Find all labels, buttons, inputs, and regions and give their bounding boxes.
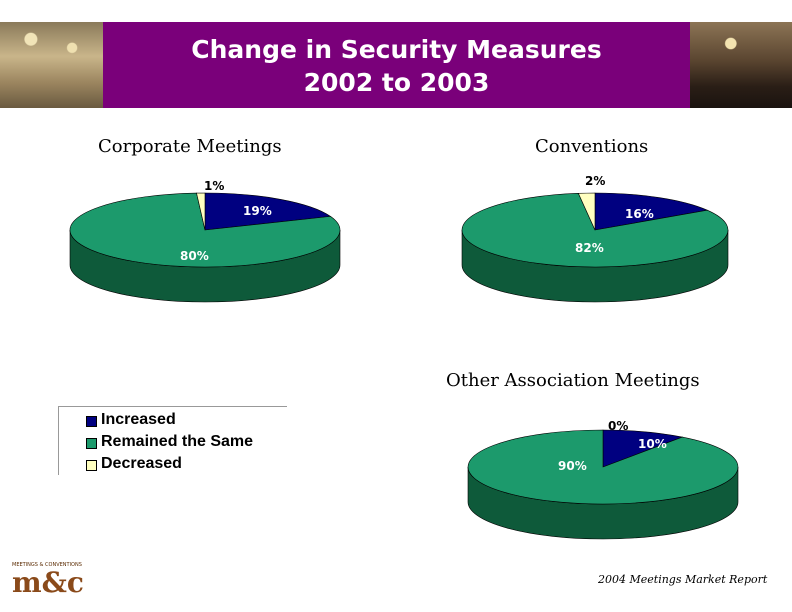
- pie-2-slice-remained-the-same: [467, 429, 739, 505]
- pie-2-slice-increased: [602, 429, 684, 468]
- pie-0-label-increased: 19%: [243, 204, 272, 218]
- chart-title-corporate: Corporate Meetings: [98, 136, 282, 157]
- pie-1-label-remained-the-same: 82%: [575, 241, 604, 255]
- pie-0-slice-decreased: [196, 192, 206, 231]
- pie-1-label-increased: 16%: [625, 207, 654, 221]
- banner-photo-right: [690, 22, 792, 108]
- pie-0-slice-increased: [204, 192, 332, 231]
- pie-1-slice-remained-the-same: [461, 192, 729, 268]
- legend-label-increased: Increased: [101, 411, 176, 428]
- logo-mark: m&c: [12, 566, 84, 599]
- legend-label-same: Remained the Same: [101, 433, 254, 450]
- chart-title-other-association: Other Association Meetings: [446, 370, 700, 391]
- banner-band: [103, 22, 690, 108]
- pie-0-label-decreased: 1%: [204, 179, 224, 193]
- header-banner: [0, 22, 792, 108]
- chart-title-conventions: Conventions: [535, 136, 649, 157]
- legend: Increased Remained the Same Decreased: [58, 406, 287, 475]
- banner-photo-left: [0, 22, 103, 108]
- legend-swatch-same: [86, 438, 97, 449]
- pie-2-label-increased: 10%: [638, 437, 667, 451]
- title-line-2: 2002 to 2003: [303, 68, 490, 97]
- pie-2-label-remained-the-same: 90%: [558, 459, 587, 473]
- pie-2-label-decreased: 0%: [608, 419, 628, 433]
- legend-swatch-increased: [86, 416, 97, 427]
- legend-swatch-decreased: [86, 460, 97, 471]
- pie-1-slice-increased: [594, 192, 709, 231]
- page-title: Change in Security Measures 2002 to 2003: [103, 33, 690, 99]
- pie-1-slice-decreased: [577, 192, 596, 231]
- title-line-1: Change in Security Measures: [191, 35, 602, 64]
- pie-0-label-remained-the-same: 80%: [180, 249, 209, 263]
- logo-strip-text: MEETINGS & CONVENTIONS: [12, 562, 82, 568]
- legend-label-decreased: Decreased: [101, 455, 182, 472]
- footer-report-name: 2004 Meetings Market Report: [598, 573, 768, 586]
- mc-logo: MEETINGS & CONVENTIONS m&c: [12, 562, 92, 599]
- pie-1-label-decreased: 2%: [585, 174, 605, 188]
